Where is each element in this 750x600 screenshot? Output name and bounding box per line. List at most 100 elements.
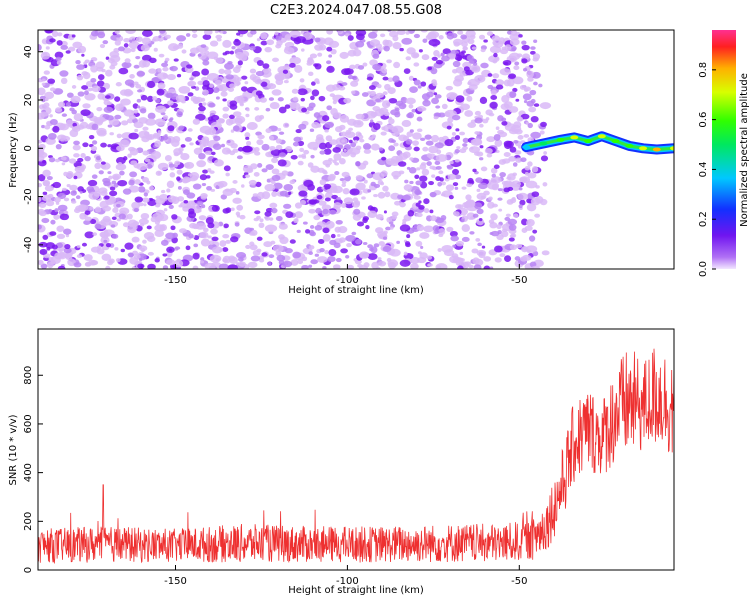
spectrogram-cell bbox=[382, 236, 388, 240]
spectrogram-cell bbox=[489, 101, 498, 109]
spectrogram-cell bbox=[197, 53, 202, 57]
spectrogram-cell bbox=[383, 111, 390, 117]
spectrogram-cell bbox=[533, 39, 538, 43]
spectrogram-cell bbox=[394, 107, 400, 112]
spectrogram-cell bbox=[105, 265, 111, 269]
spectrogram-cell bbox=[415, 240, 423, 247]
spectrogram-cell bbox=[362, 143, 371, 151]
spectrogram-cell bbox=[41, 217, 50, 224]
spectrogram-cell bbox=[38, 259, 44, 266]
spectrogram-cell bbox=[116, 218, 121, 222]
spectrogram-cell bbox=[188, 233, 194, 239]
spectrogram-cell bbox=[73, 153, 80, 158]
spectrogram-cell bbox=[274, 31, 279, 36]
spectrogram-cell bbox=[84, 262, 91, 267]
spectrogram-cell bbox=[39, 95, 46, 100]
spectrogram-cell bbox=[324, 249, 329, 255]
spectrogram-cell bbox=[269, 135, 275, 141]
spectrogram-cell bbox=[128, 41, 140, 49]
spectrogram-cell bbox=[398, 134, 408, 142]
spectrogram-cell bbox=[246, 108, 250, 112]
spectrogram-cell bbox=[348, 127, 354, 131]
spectrogram-cell bbox=[322, 208, 329, 215]
spectrogram-cell bbox=[486, 136, 496, 143]
spectrogram-cell bbox=[508, 237, 515, 242]
spectrogram-cell bbox=[205, 175, 211, 179]
spectrogram-cell bbox=[314, 225, 323, 231]
spectrogram-cell bbox=[525, 245, 538, 253]
spectrogram-cell bbox=[136, 70, 146, 77]
spectrogram-cell bbox=[155, 209, 166, 216]
spectrogram-cell bbox=[417, 85, 422, 89]
spectrogram-cell bbox=[130, 160, 138, 166]
spectrogram-y-tick-label: -40 bbox=[23, 237, 34, 253]
spectrogram-cell bbox=[233, 111, 242, 117]
spectrogram-cell bbox=[138, 257, 143, 262]
spectrogram-cell bbox=[77, 45, 87, 54]
spectrogram-cell bbox=[191, 30, 198, 33]
spectrogram-cell bbox=[432, 81, 438, 87]
spectrogram-cell bbox=[375, 98, 382, 103]
spectrogram-cell bbox=[129, 148, 139, 156]
spectrogram-cell bbox=[519, 176, 531, 184]
spectrogram-cell bbox=[176, 169, 183, 175]
spectrogram-cell bbox=[370, 143, 380, 151]
spectrogram-cell bbox=[441, 103, 448, 110]
spectrogram-cell bbox=[89, 206, 94, 211]
spectrogram-cell bbox=[232, 66, 241, 73]
spectrogram-cell bbox=[157, 82, 166, 89]
spectrogram-cell bbox=[212, 87, 220, 93]
spectrogram-cell bbox=[278, 106, 287, 114]
spectrogram-cell bbox=[238, 261, 247, 267]
spectrogram-cell bbox=[534, 213, 541, 218]
spectrogram-cell bbox=[69, 107, 75, 112]
signal-track-point bbox=[584, 139, 593, 144]
spectrogram-cell bbox=[284, 248, 293, 254]
spectrogram-cell bbox=[201, 204, 206, 209]
spectrogram-cell bbox=[129, 171, 138, 178]
spectrogram-cell bbox=[297, 88, 308, 96]
spectrogram-cell bbox=[84, 231, 95, 239]
spectrogram-cell bbox=[533, 81, 538, 86]
spectrogram-cell bbox=[337, 233, 341, 238]
spectrogram-cell bbox=[367, 31, 378, 39]
spectrogram-cell bbox=[442, 48, 451, 55]
signal-track-point bbox=[522, 145, 531, 150]
signal-track-point bbox=[556, 137, 565, 142]
spectrogram-cell bbox=[497, 129, 505, 135]
spectrogram-cell bbox=[497, 188, 503, 192]
spectrogram-cell bbox=[126, 118, 134, 124]
spectrogram-cell bbox=[454, 148, 460, 154]
spectrogram-cell bbox=[490, 213, 498, 221]
spectrogram-cell bbox=[72, 190, 77, 194]
spectrogram-cell bbox=[239, 214, 246, 220]
spectrogram-cell bbox=[165, 232, 176, 240]
spectrogram-cell bbox=[457, 30, 464, 35]
spectrogram-cell bbox=[135, 36, 143, 43]
spectrogram-cell bbox=[275, 250, 282, 257]
spectrogram-cell bbox=[307, 162, 314, 168]
spectrogram-cell bbox=[112, 207, 119, 213]
spectrogram-cell bbox=[382, 76, 389, 81]
spectrogram-cell bbox=[93, 116, 105, 125]
spectrogram-cell bbox=[407, 111, 414, 119]
spectrogram-cell bbox=[279, 236, 289, 245]
spectrogram-cell bbox=[367, 189, 372, 193]
spectrogram-cell bbox=[539, 102, 552, 110]
spectrogram-cell bbox=[408, 75, 414, 81]
spectrogram-cell bbox=[486, 31, 494, 36]
snr-x-tick-label: -50 bbox=[511, 576, 527, 587]
spectrogram-cell bbox=[332, 264, 341, 269]
spectrogram-cell bbox=[202, 80, 210, 87]
spectrogram-cell bbox=[229, 114, 235, 120]
spectrogram-cell bbox=[317, 52, 323, 57]
spectrogram-cell bbox=[455, 128, 460, 132]
spectrogram-cell bbox=[277, 97, 284, 102]
spectrogram-cell bbox=[518, 187, 523, 191]
spectrogram-cell bbox=[462, 143, 468, 147]
spectrogram-cell bbox=[319, 44, 327, 51]
spectrogram-cell bbox=[313, 63, 319, 67]
spectrogram-cell bbox=[454, 159, 460, 163]
spectrogram-cell bbox=[218, 263, 229, 269]
spectrogram-cell bbox=[264, 224, 278, 233]
